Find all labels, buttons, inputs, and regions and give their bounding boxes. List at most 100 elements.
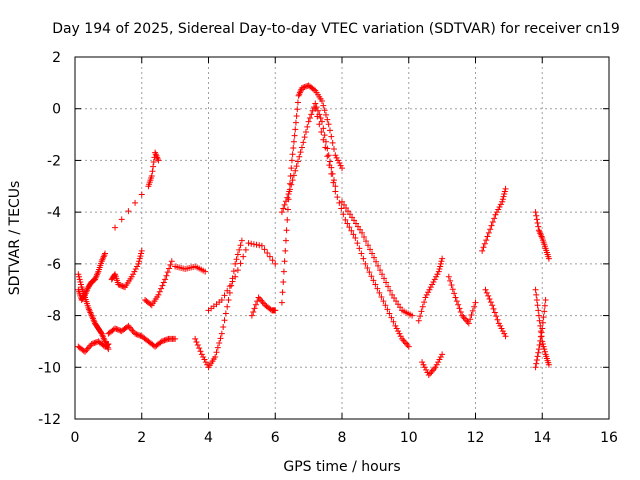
data-point: [196, 345, 203, 352]
data-point: [312, 100, 319, 107]
data-point: [378, 293, 385, 300]
data-point: [125, 208, 132, 215]
data-point: [224, 303, 231, 310]
data-point: [532, 209, 539, 216]
data-point: [218, 297, 225, 304]
data-point: [545, 255, 552, 262]
series-sat-i: [192, 237, 245, 371]
data-point: [104, 342, 111, 349]
data-point: [163, 272, 170, 279]
data-point: [130, 271, 137, 278]
data-point: [111, 272, 118, 279]
data-point: [284, 194, 291, 201]
data-point: [372, 281, 379, 288]
data-point: [305, 118, 312, 125]
data-point: [472, 299, 479, 306]
data-point: [368, 273, 375, 280]
series-sat-g: [142, 258, 175, 309]
data-point: [389, 291, 396, 298]
data-point: [298, 144, 305, 151]
y-tick-label: -12: [38, 412, 61, 428]
data-point: [134, 331, 141, 338]
data-point: [218, 330, 225, 337]
data-point: [88, 341, 95, 348]
data-point: [290, 145, 297, 152]
data-point: [292, 167, 299, 174]
data-point: [337, 162, 344, 169]
data-point: [320, 102, 327, 109]
data-point: [94, 338, 101, 345]
data-point: [330, 146, 337, 153]
data-point: [355, 223, 362, 230]
data-point: [78, 281, 85, 288]
data-point: [501, 191, 508, 198]
data-point: [386, 310, 393, 317]
data-point: [298, 85, 305, 92]
data-point: [281, 258, 288, 265]
data-point: [467, 316, 474, 323]
data-point: [339, 198, 345, 205]
data-point: [280, 205, 287, 212]
data-point: [542, 297, 549, 304]
series-sat-n: [312, 105, 412, 350]
data-point: [349, 214, 356, 221]
series-sat-h: [172, 263, 209, 275]
data-point: [424, 369, 431, 376]
data-point: [287, 172, 294, 179]
series-sat-o: [339, 198, 416, 319]
data-point: [431, 276, 438, 283]
data-point: [452, 294, 459, 301]
data-point: [98, 329, 105, 336]
data-point: [115, 281, 122, 288]
data-point: [445, 273, 452, 280]
data-point: [533, 212, 540, 219]
data-point: [423, 366, 430, 373]
series-sat-m: [278, 100, 339, 216]
data-point: [280, 268, 287, 275]
series-sat-q: [415, 255, 446, 324]
data-point: [242, 246, 249, 253]
data-point: [330, 179, 337, 186]
data-point: [532, 364, 539, 371]
data-point: [136, 332, 143, 339]
data-point: [302, 128, 309, 135]
data-point: [379, 271, 386, 278]
data-point: [221, 292, 228, 299]
data-point: [234, 267, 241, 274]
data-point: [455, 301, 462, 308]
data-point: [356, 245, 363, 252]
data-point: [114, 326, 121, 333]
data-point: [200, 353, 207, 360]
series-sat-p: [419, 351, 446, 379]
data-point: [536, 317, 543, 324]
data-point: [465, 320, 472, 327]
x-tick-label: 16: [600, 430, 618, 446]
data-point: [329, 139, 336, 146]
data-point: [321, 107, 328, 114]
data-point: [301, 134, 308, 141]
data-point: [159, 282, 166, 289]
data-point: [366, 269, 373, 276]
data-point: [217, 335, 224, 342]
data-point: [437, 353, 444, 360]
data-point: [296, 153, 303, 160]
data-point: [102, 250, 109, 257]
data-point: [212, 353, 219, 360]
data-point: [216, 339, 223, 346]
data-point: [230, 268, 237, 275]
data-point: [535, 307, 542, 314]
data-point: [423, 291, 430, 298]
data-point: [240, 253, 247, 260]
data-point: [383, 279, 390, 286]
data-point: [469, 307, 476, 314]
data-point: [318, 118, 325, 125]
data-point: [502, 185, 509, 192]
y-axis-label: SDTVAR / TECUs: [7, 181, 23, 296]
data-point: [290, 138, 297, 145]
data-point: [494, 316, 501, 323]
data-point: [166, 265, 173, 272]
data-point: [352, 235, 359, 241]
data-point: [365, 242, 372, 249]
data-point: [252, 301, 259, 308]
data-point: [490, 305, 497, 312]
